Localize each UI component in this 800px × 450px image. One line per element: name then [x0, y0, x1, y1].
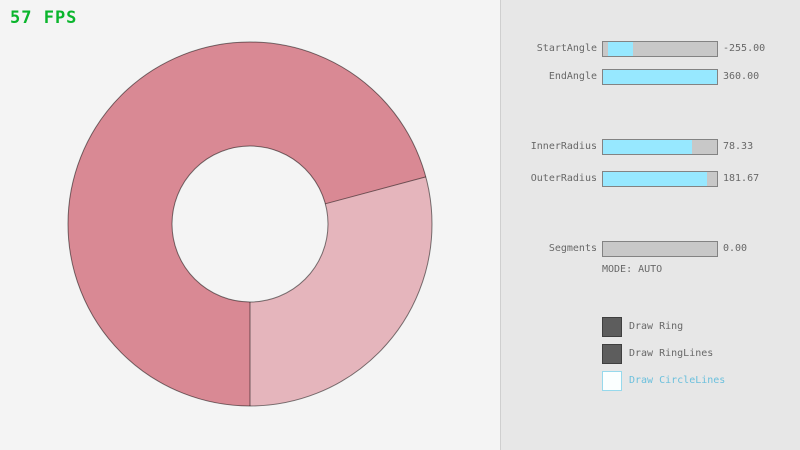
startangle-row: StartAngle -255.00	[501, 41, 800, 57]
segments-value: 0.00	[723, 243, 748, 254]
checkbox-draw-ring-label: Draw Ring	[629, 321, 684, 332]
checkbox-draw-ringlines-label: Draw RingLines	[629, 348, 714, 359]
ring-dark-sector	[68, 42, 426, 406]
startangle-slider-fill	[607, 42, 633, 56]
outerradius-value: 181.67	[723, 173, 760, 184]
endangle-slider-fill	[603, 70, 717, 84]
ring-line-upper-right	[325, 176, 426, 205]
checkbox-draw-circlelines[interactable]: Draw CircleLines	[602, 371, 782, 391]
endangle-slider[interactable]	[602, 69, 718, 85]
endangle-row: EndAngle 360.00	[501, 69, 800, 85]
checkbox-draw-circlelines-box[interactable]	[602, 371, 622, 391]
innerradius-value: 78.33	[723, 141, 754, 152]
checkbox-draw-ring-box[interactable]	[602, 317, 622, 337]
outerradius-slider[interactable]	[602, 171, 718, 187]
startangle-value: -255.00	[723, 43, 766, 54]
ring-figure	[67, 41, 433, 407]
mode-label: MODE: AUTO	[602, 264, 663, 275]
endangle-value: 360.00	[723, 71, 760, 82]
checkbox-draw-ringlines-box[interactable]	[602, 344, 622, 364]
startangle-slider[interactable]	[602, 41, 718, 57]
control-panel: StartAngle -255.00 EndAngle 360.00 Inner…	[500, 0, 800, 450]
segments-row: Segments 0.00	[501, 241, 800, 257]
checkbox-draw-ringlines[interactable]: Draw RingLines	[602, 344, 782, 364]
outerradius-slider-fill	[603, 172, 707, 186]
checkbox-draw-circlelines-label: Draw CircleLines	[629, 375, 726, 386]
endangle-label: EndAngle	[548, 71, 597, 82]
ring-inner-outline	[171, 145, 329, 303]
innerradius-slider-fill	[603, 140, 692, 154]
fps-counter: 57 FPS	[10, 8, 78, 28]
innerradius-slider[interactable]	[602, 139, 718, 155]
outerradius-row: OuterRadius 181.67	[501, 171, 800, 187]
outerradius-label: OuterRadius	[530, 173, 597, 184]
checkbox-draw-ring[interactable]: Draw Ring	[602, 317, 782, 337]
startangle-label: StartAngle	[536, 43, 597, 54]
innerradius-label: InnerRadius	[530, 141, 597, 152]
innerradius-row: InnerRadius 78.33	[501, 139, 800, 155]
canvas-area: 57 FPS	[10, 8, 433, 407]
segments-slider[interactable]	[602, 241, 718, 257]
segments-label: Segments	[548, 243, 597, 254]
